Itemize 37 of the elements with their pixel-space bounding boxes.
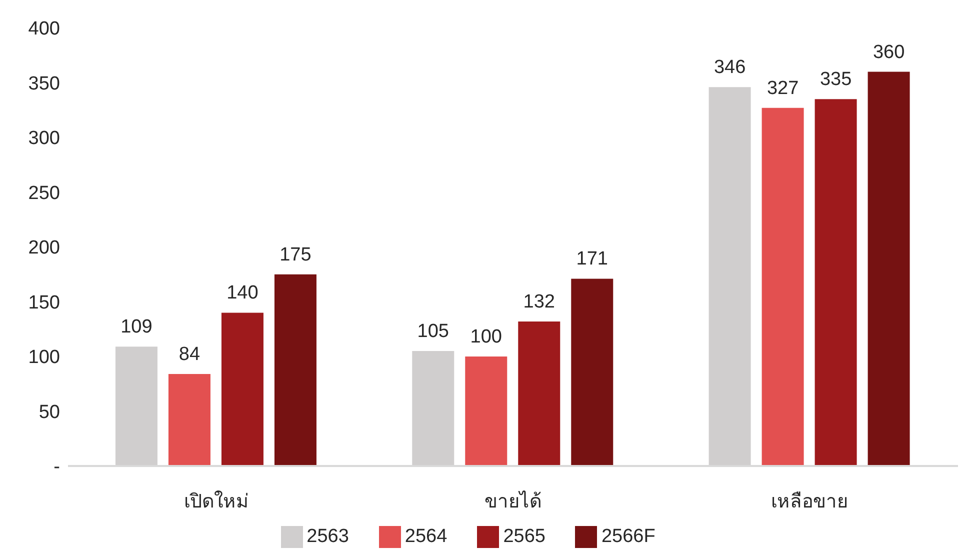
data-label: 360	[872, 42, 905, 63]
data-label: 335	[820, 69, 852, 90]
bar	[814, 99, 857, 466]
legend-label: 2564	[404, 526, 448, 547]
y-tick-label: 250	[28, 182, 60, 204]
bar	[868, 72, 910, 466]
bar	[518, 321, 560, 466]
bar	[221, 312, 264, 466]
data-label: 105	[417, 321, 449, 342]
data-label: 346	[714, 57, 746, 78]
data-label: 132	[523, 291, 555, 312]
y-tick-label: 300	[28, 128, 60, 150]
y-tick-label: 400	[28, 18, 60, 40]
x-tick-label: ขายได้	[484, 490, 542, 512]
bar	[571, 278, 614, 466]
legend-label: 2566F	[601, 526, 656, 547]
x-tick-label: เปิดใหม่	[184, 490, 249, 512]
data-label: 109	[120, 316, 152, 338]
legend-label: 2565	[503, 526, 546, 547]
data-label: 171	[576, 248, 608, 270]
y-tick-label: 50	[38, 402, 60, 423]
data-label: 175	[280, 244, 312, 266]
legend-label: 2563	[306, 526, 349, 547]
bar	[762, 108, 804, 466]
y-tick-label: 100	[28, 347, 60, 368]
bar	[168, 374, 210, 466]
y-tick-label: 200	[28, 238, 60, 259]
y-tick-label: 350	[28, 73, 60, 94]
bar	[274, 274, 316, 466]
data-label: 84	[178, 344, 200, 366]
data-label: 100	[470, 326, 502, 348]
x-tick-label: เหลือขาย	[771, 491, 848, 512]
y-tick-label: -	[54, 456, 60, 478]
data-label: 327	[766, 78, 799, 99]
bar	[465, 356, 508, 466]
y-tick-label: 150	[28, 292, 60, 314]
data-label: 140	[226, 282, 258, 304]
